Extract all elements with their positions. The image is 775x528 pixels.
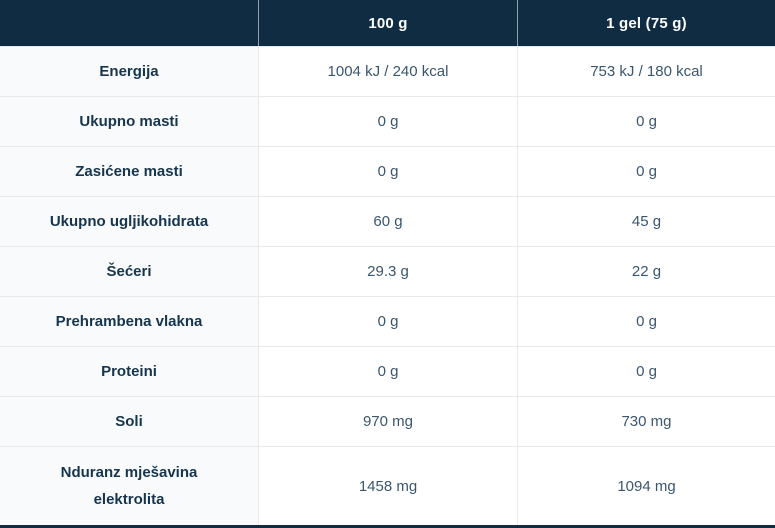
value-per-gel: 730 mg	[517, 397, 775, 446]
value-per-100g: 60 g	[258, 197, 517, 246]
value-per-gel: 1094 mg	[517, 447, 775, 525]
table-row-zasicene-masti: Zasićene masti 0 g 0 g	[0, 146, 775, 196]
row-label: Šećeri	[0, 247, 258, 296]
row-label: Ukupno ugljikohidrata	[0, 197, 258, 246]
table-row-vlakna: Prehrambena vlakna 0 g 0 g	[0, 296, 775, 346]
header-cell-100g: 100 g	[258, 0, 517, 46]
header-cell-gel: 1 gel (75 g)	[517, 0, 775, 46]
value-per-100g: 0 g	[258, 297, 517, 346]
row-label: Zasićene masti	[0, 147, 258, 196]
table-row-elektroliti: Nduranz mješavina elektrolita 1458 mg 10…	[0, 446, 775, 525]
row-label: Ukupno masti	[0, 97, 258, 146]
value-per-gel: 753 kJ / 180 kcal	[517, 47, 775, 96]
row-label: Soli	[0, 397, 258, 446]
value-per-gel: 0 g	[517, 97, 775, 146]
row-label: Prehrambena vlakna	[0, 297, 258, 346]
header-cell-empty	[0, 0, 258, 46]
value-per-100g: 29.3 g	[258, 247, 517, 296]
value-per-gel: 22 g	[517, 247, 775, 296]
table-row-ukupno-masti: Ukupno masti 0 g 0 g	[0, 96, 775, 146]
value-per-gel: 0 g	[517, 147, 775, 196]
row-label: Nduranz mješavina elektrolita	[0, 447, 258, 525]
value-per-100g: 0 g	[258, 97, 517, 146]
table-row-seceri: Šećeri 29.3 g 22 g	[0, 246, 775, 296]
value-per-100g: 0 g	[258, 147, 517, 196]
value-per-gel: 0 g	[517, 347, 775, 396]
value-per-gel: 45 g	[517, 197, 775, 246]
row-label: Energija	[0, 47, 258, 96]
table-header-row: 100 g 1 gel (75 g)	[0, 0, 775, 46]
value-per-gel: 0 g	[517, 297, 775, 346]
value-per-100g: 0 g	[258, 347, 517, 396]
value-per-100g: 1458 mg	[258, 447, 517, 525]
value-per-100g: 1004 kJ / 240 kcal	[258, 47, 517, 96]
value-per-100g: 970 mg	[258, 397, 517, 446]
table-row-proteini: Proteini 0 g 0 g	[0, 346, 775, 396]
table-row-energija: Energija 1004 kJ / 240 kcal 753 kJ / 180…	[0, 46, 775, 96]
table-row-soli: Soli 970 mg 730 mg	[0, 396, 775, 446]
table-row-ugljikohidrati: Ukupno ugljikohidrata 60 g 45 g	[0, 196, 775, 246]
row-label: Proteini	[0, 347, 258, 396]
